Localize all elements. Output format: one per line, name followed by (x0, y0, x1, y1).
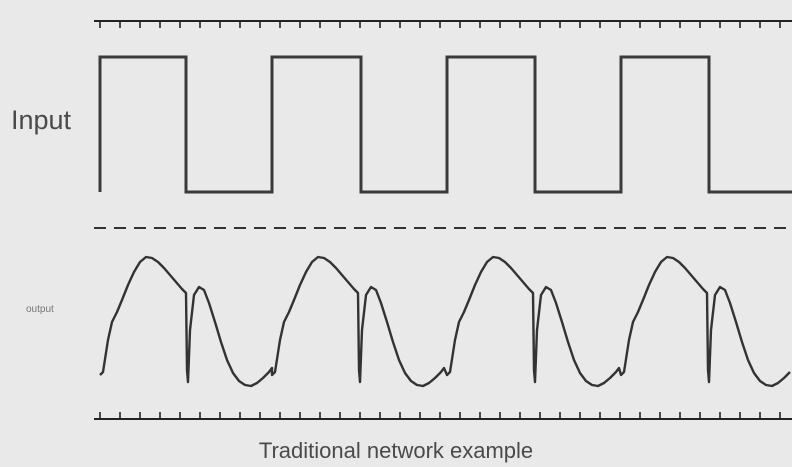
bottom-axis-ticks (99, 412, 781, 419)
top-axis-ticks (99, 21, 781, 28)
input-channel-label: Input (11, 105, 72, 135)
figure-caption: Traditional network example (258, 438, 534, 463)
output-response-wave (99, 255, 791, 388)
input-square-wave (98, 55, 792, 194)
output-channel-label: output (26, 304, 54, 315)
